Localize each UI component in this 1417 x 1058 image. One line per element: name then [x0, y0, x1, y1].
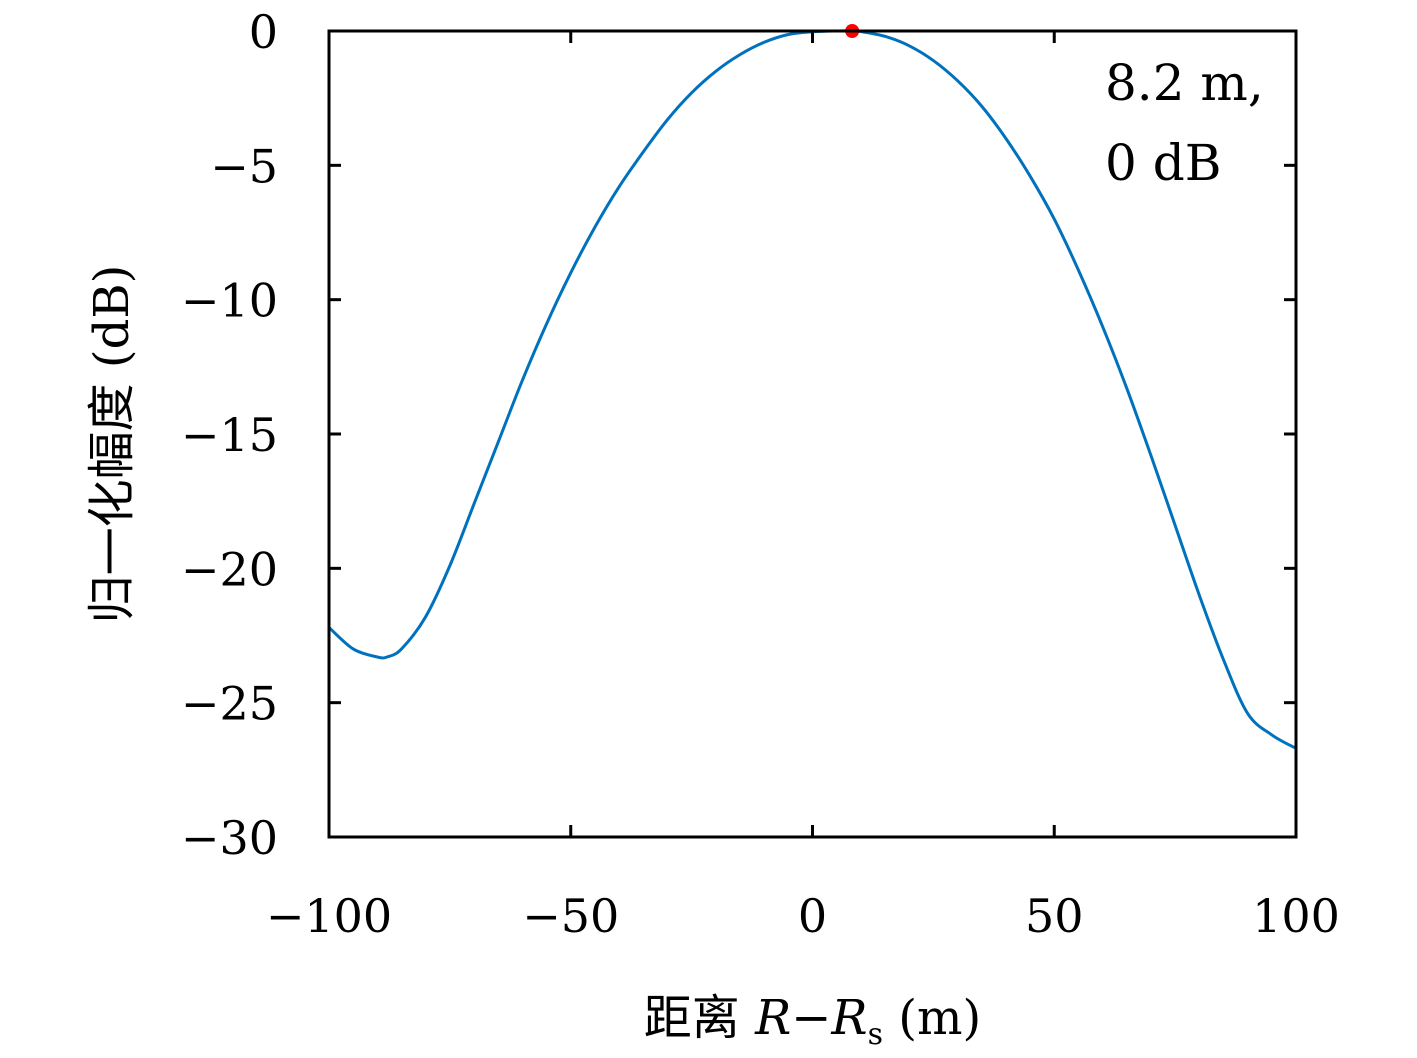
x-axis-title-var1: R	[754, 990, 791, 1046]
x-tick-label: −50	[522, 889, 619, 943]
tick-labels: −100 −50 0 50 100 0 −5 −10 −15 −20 −25 −30	[181, 5, 1340, 943]
x-axis-title-subscript: s	[868, 1017, 883, 1052]
y-tick-label: 0	[249, 5, 278, 59]
y-tick-label: −30	[181, 811, 278, 865]
y-tick-label: −15	[181, 408, 278, 462]
y-tick-label: −10	[181, 274, 278, 328]
plot-area: −100 −50 0 50 100 0 −5 −10 −15 −20 −25 −30	[181, 5, 1340, 943]
y-tick-label: −20	[181, 542, 278, 596]
annotation-line-1: 8.2 m,	[1105, 54, 1264, 112]
y-axis-title: 归一化幅度 (dB)	[84, 265, 140, 624]
y-tick-label: −5	[210, 139, 278, 193]
y-tick-label: −25	[181, 677, 278, 731]
x-tick-label: 100	[1252, 889, 1340, 943]
x-axis-title-minus: −	[791, 990, 831, 1046]
x-axis-title-suffix: (m)	[883, 990, 981, 1046]
x-axis-title-var2: R	[830, 990, 867, 1046]
x-axis-title: 距离 R−Rs (m)	[644, 990, 981, 1052]
x-tick-label: 0	[798, 889, 827, 943]
x-tick-label: −100	[266, 889, 392, 943]
annotation-line-2: 0 dB	[1105, 134, 1221, 192]
x-tick-label: 50	[1025, 889, 1084, 943]
ticks	[327, 29, 1298, 839]
x-axis-title-prefix: 距离	[644, 990, 755, 1046]
